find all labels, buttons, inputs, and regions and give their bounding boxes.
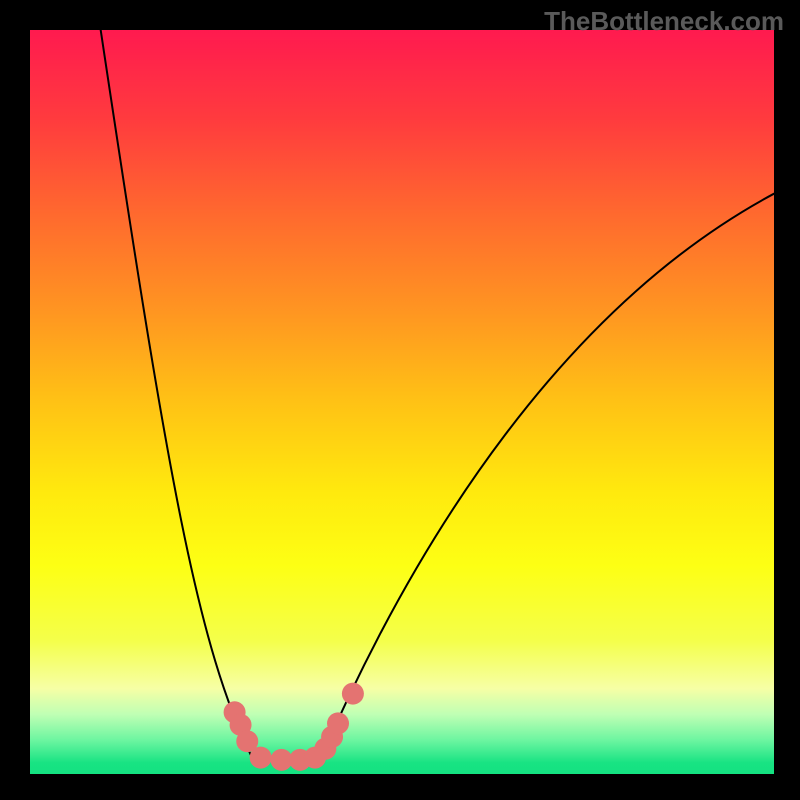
watermark-text: TheBottleneck.com [544,6,784,37]
plot-svg [30,30,774,774]
plot-area [30,30,774,774]
gradient-background [30,30,774,774]
marker-point [250,747,272,769]
marker-point [327,712,349,734]
marker-point [342,683,364,705]
chart-frame: TheBottleneck.com [0,0,800,800]
